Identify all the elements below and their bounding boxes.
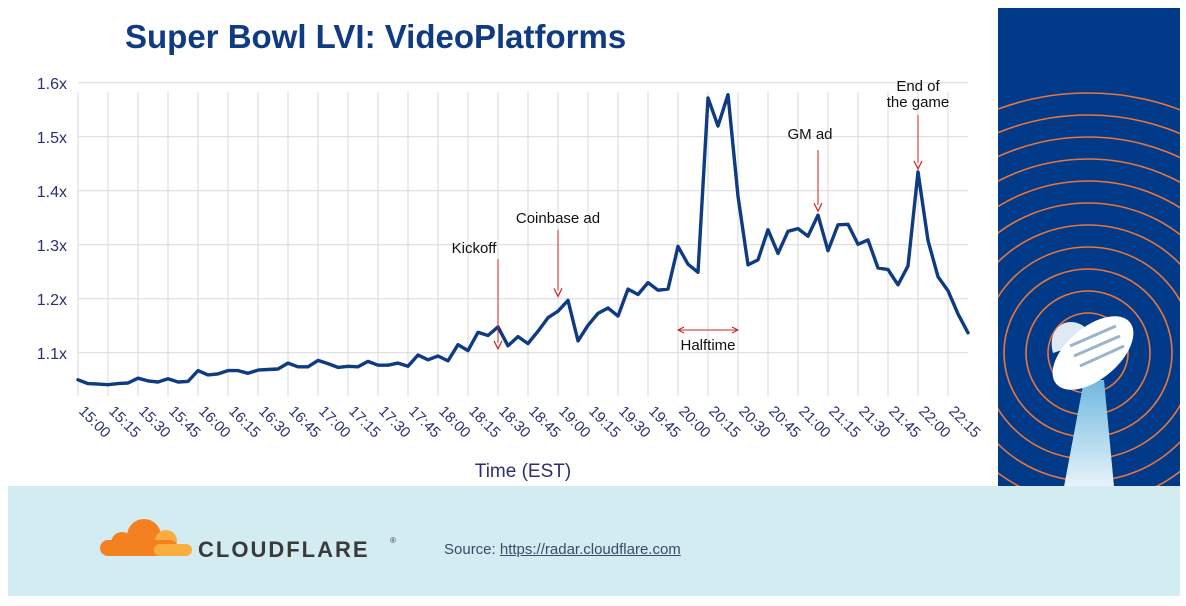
x-tick-label: 16:45 xyxy=(285,403,324,442)
x-tick-label: 17:00 xyxy=(315,403,354,442)
x-tick-label: 19:00 xyxy=(555,403,594,442)
line-chart: 1.1x 1.2x 1.3x 1.4x 1.5x 1.6x 15:0015:1515:30… xyxy=(37,76,984,482)
vertical-gridlines xyxy=(77,92,949,396)
y-tick-label: 1.6x xyxy=(37,76,67,93)
halftime-arrow-right xyxy=(731,326,740,334)
series-line xyxy=(76,93,970,387)
source-label: Source: xyxy=(444,541,496,558)
halftime-arrow-left xyxy=(676,326,685,334)
x-tick-label: 16:30 xyxy=(255,403,294,442)
x-tick-label: 15:30 xyxy=(135,403,174,442)
annotation-arrow-head xyxy=(553,288,563,298)
x-tick-label: 18:00 xyxy=(435,403,474,442)
x-tick-label: 22:15 xyxy=(945,403,984,442)
x-tick-label: 18:45 xyxy=(525,403,564,442)
x-tick-label: 21:45 xyxy=(885,403,924,442)
x-tick-label: 20:15 xyxy=(705,403,744,442)
annotation-arrow-head xyxy=(913,160,923,171)
annotation-label-line: the game xyxy=(887,94,950,111)
horizontal-gridlines xyxy=(78,82,968,354)
y-tick-label: 1.4x xyxy=(37,184,67,201)
trophy-panel xyxy=(998,8,1180,508)
x-tick-label: 21:00 xyxy=(795,403,834,442)
x-tick-label: 19:30 xyxy=(615,403,654,442)
x-tick-label: 20:30 xyxy=(735,403,774,442)
annotation-label: GM ad xyxy=(787,126,832,143)
x-tick-label: 21:30 xyxy=(855,403,894,442)
x-tick-label: 20:00 xyxy=(675,403,714,442)
x-axis-label: Time (EST) xyxy=(475,461,571,482)
x-tick-label: 19:45 xyxy=(645,403,684,442)
x-tick-label: 18:30 xyxy=(495,403,534,442)
y-tick-label: 1.1x xyxy=(37,346,67,363)
cloudflare-cloud-icon: CLOUDFLARE ® xyxy=(100,519,396,562)
x-tick-label: 21:15 xyxy=(825,403,864,442)
annotation-arrow-head xyxy=(813,202,823,213)
x-tick-labels: 15:0015:1515:3015:4516:0016:1516:3016:45… xyxy=(75,403,984,442)
annotation-label: End of the game xyxy=(887,78,950,111)
x-tick-label: 22:00 xyxy=(915,403,954,442)
x-tick-label: 20:45 xyxy=(765,403,804,442)
y-tick-labels: 1.1x 1.2x 1.3x 1.4x 1.5x 1.6x xyxy=(37,76,67,363)
x-tick-label: 18:15 xyxy=(465,403,504,442)
y-tick-label: 1.5x xyxy=(37,130,67,147)
footer xyxy=(8,486,1180,596)
chart-title: Super Bowl LVI: VideoPlatforms xyxy=(125,18,627,55)
source-link[interactable]: https://radar.cloudflare.com xyxy=(499,541,681,558)
x-tick-label: 16:00 xyxy=(195,403,234,442)
x-tick-label: 17:30 xyxy=(375,403,414,442)
x-tick-label: 16:15 xyxy=(225,403,264,442)
annotation-label: Coinbase ad xyxy=(516,210,600,227)
x-tick-label: 19:15 xyxy=(585,403,624,442)
y-tick-label: 1.3x xyxy=(37,238,67,255)
y-tick-label: 1.2x xyxy=(37,292,67,309)
x-tick-label: 15:00 xyxy=(75,403,114,442)
x-tick-label: 17:45 xyxy=(405,403,444,442)
registered-mark: ® xyxy=(390,536,396,545)
x-tick-label: 15:15 xyxy=(105,403,144,442)
annotation-label: Kickoff xyxy=(452,240,498,257)
annotation-arrow-head xyxy=(493,340,503,351)
annotations: Kickoff Coinbase ad Halftime GM ad End of the… xyxy=(452,78,950,354)
x-tick-label: 17:15 xyxy=(345,403,384,442)
cloudflare-wordmark: CLOUDFLARE xyxy=(198,537,370,562)
x-tick-label: 15:45 xyxy=(165,403,204,442)
annotation-label: Halftime xyxy=(680,337,735,354)
source-line: Source: https://radar.cloudflare.com xyxy=(444,541,681,558)
annotation-label-line: End of xyxy=(896,78,940,95)
cloudflare-logo: CLOUDFLARE ® xyxy=(96,510,406,567)
trophy-icon xyxy=(1051,316,1134,508)
